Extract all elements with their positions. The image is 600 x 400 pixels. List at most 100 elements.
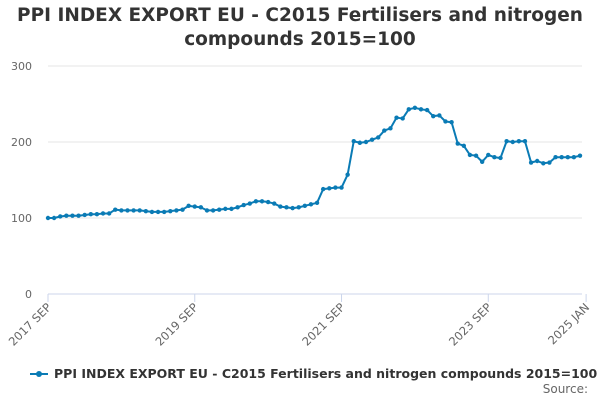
y-tick-label-0: 0	[25, 288, 32, 301]
data-point[interactable]	[345, 172, 350, 177]
legend-label: PPI INDEX EXPORT EU - C2015 Fertilisers …	[54, 366, 598, 381]
data-point[interactable]	[339, 185, 344, 190]
data-point[interactable]	[504, 139, 509, 144]
data-point[interactable]	[394, 115, 399, 120]
data-point[interactable]	[229, 206, 234, 212]
data-point[interactable]	[577, 153, 583, 158]
data-point[interactable]	[241, 202, 246, 208]
data-point[interactable]	[94, 212, 100, 217]
data-point[interactable]	[424, 107, 430, 113]
data-point[interactable]	[125, 208, 130, 213]
data-point[interactable]	[186, 203, 191, 209]
data-point[interactable]	[106, 211, 112, 216]
data-point[interactable]	[58, 214, 63, 219]
data-point[interactable]	[76, 213, 81, 218]
data-point[interactable]	[333, 185, 338, 190]
legend[interactable]: PPI INDEX EXPORT EU - C2015 Fertilisers …	[30, 366, 597, 381]
data-point[interactable]	[137, 208, 142, 213]
chart-title: PPI INDEX EXPORT EU - C2015 Fertilisers …	[0, 4, 600, 52]
data-point[interactable]	[376, 135, 381, 140]
data-point[interactable]	[235, 205, 240, 210]
data-point[interactable]	[149, 209, 155, 215]
data-point[interactable]	[113, 207, 118, 212]
data-point[interactable]	[327, 186, 332, 191]
x-tick-label-3: 2023 SEP	[446, 300, 494, 348]
chart-title-line-1: PPI INDEX EXPORT EU - C2015 Fertilisers …	[17, 5, 583, 26]
data-point[interactable]	[217, 207, 222, 212]
data-point[interactable]	[51, 215, 57, 221]
data-point[interactable]	[155, 209, 161, 215]
data-point[interactable]	[296, 205, 301, 210]
data-point[interactable]	[541, 161, 546, 166]
data-point[interactable]	[259, 199, 265, 204]
data-point[interactable]	[547, 160, 552, 165]
data-point[interactable]	[418, 107, 424, 112]
data-point[interactable]	[492, 155, 497, 160]
data-point[interactable]	[479, 159, 485, 164]
data-point[interactable]	[284, 205, 289, 210]
data-point[interactable]	[100, 211, 106, 216]
data-point[interactable]	[143, 208, 149, 214]
data-point[interactable]	[510, 139, 515, 145]
data-point[interactable]	[320, 186, 326, 192]
data-point[interactable]	[467, 152, 473, 158]
data-point[interactable]	[272, 201, 277, 206]
data-point[interactable]	[64, 213, 69, 218]
data-point[interactable]	[565, 155, 570, 160]
x-tick-label-0: 2017 SEP	[6, 300, 54, 348]
data-point[interactable]	[131, 208, 136, 213]
grid-lines	[48, 65, 582, 295]
data-point[interactable]	[290, 205, 295, 211]
data-point[interactable]	[45, 215, 51, 221]
data-point[interactable]	[192, 204, 197, 209]
data-point[interactable]	[443, 119, 448, 124]
data-point[interactable]	[174, 208, 179, 213]
data-point[interactable]	[455, 141, 460, 146]
data-point[interactable]	[486, 152, 491, 158]
chart-title-line-2: compounds 2015=100	[184, 29, 416, 50]
data-point[interactable]	[400, 116, 405, 121]
data-point[interactable]	[388, 126, 393, 131]
data-point[interactable]	[522, 139, 528, 144]
data-point[interactable]	[265, 199, 271, 205]
data-point[interactable]	[70, 213, 75, 218]
data-point[interactable]	[204, 208, 210, 213]
data-point[interactable]	[247, 201, 252, 206]
data-point[interactable]	[82, 212, 87, 218]
data-point[interactable]	[382, 128, 387, 133]
data-point[interactable]	[88, 212, 94, 217]
data-point[interactable]	[473, 153, 479, 158]
data-point[interactable]	[535, 158, 540, 164]
data-point[interactable]	[516, 139, 522, 144]
data-point[interactable]	[437, 113, 442, 118]
data-point[interactable]	[223, 206, 228, 212]
data-point[interactable]	[351, 139, 356, 144]
data-point[interactable]	[559, 155, 564, 160]
data-point[interactable]	[571, 155, 577, 160]
data-point[interactable]	[314, 200, 320, 205]
data-point[interactable]	[161, 209, 167, 215]
data-point[interactable]	[528, 160, 534, 165]
data-point[interactable]	[198, 205, 204, 210]
data-point[interactable]	[253, 199, 259, 204]
x-tick-label-2: 2021 SEP	[299, 300, 347, 348]
data-point[interactable]	[363, 139, 369, 145]
data-point[interactable]	[406, 107, 411, 112]
data-point[interactable]	[553, 155, 558, 160]
data-point[interactable]	[119, 208, 124, 213]
data-point[interactable]	[498, 155, 503, 161]
data-point[interactable]	[431, 113, 436, 119]
data-point[interactable]	[412, 105, 418, 111]
data-point[interactable]	[210, 208, 216, 213]
data-point[interactable]	[461, 143, 467, 148]
data-point[interactable]	[302, 203, 308, 209]
data-point[interactable]	[278, 204, 283, 209]
data-point[interactable]	[180, 207, 185, 212]
series-line	[48, 106, 581, 219]
data-point[interactable]	[308, 202, 314, 207]
data-point[interactable]	[357, 140, 363, 145]
data-point[interactable]	[168, 208, 173, 214]
data-point[interactable]	[369, 137, 375, 142]
data-point[interactable]	[449, 120, 454, 125]
y-axis: 0 100 200 300	[11, 60, 32, 301]
